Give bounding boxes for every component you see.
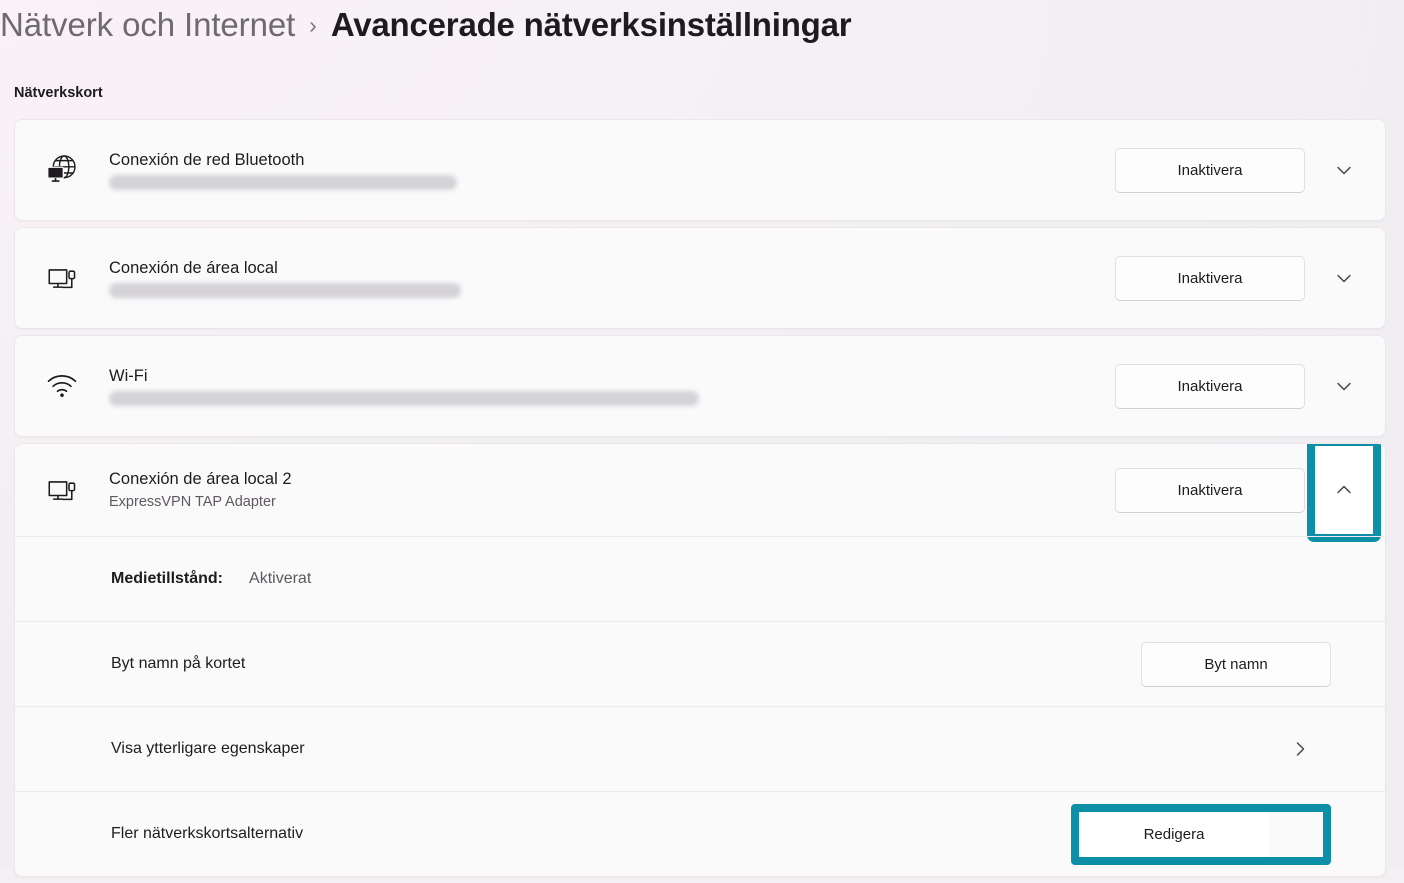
adapter-name: Conexión de área local bbox=[109, 259, 278, 278]
ethernet-icon bbox=[45, 261, 89, 295]
adapter-actions: Inaktivera bbox=[1115, 255, 1385, 301]
ethernet-icon bbox=[45, 473, 89, 507]
adapter-row[interactable]: Conexión de área local 2 ExpressVPN TAP … bbox=[15, 444, 1385, 542]
adapter-actions: Inaktivera bbox=[1115, 363, 1385, 409]
adapter-card-wifi: Wi-Fi Inaktivera bbox=[14, 335, 1386, 437]
adapter-card-bluetooth: Conexión de red Bluetooth Inaktivera bbox=[14, 119, 1386, 221]
adapter-card-local-area-2: Conexión de área local 2 ExpressVPN TAP … bbox=[14, 443, 1386, 877]
adapter-name: Conexión de red Bluetooth bbox=[109, 151, 305, 170]
disable-button[interactable]: Inaktivera bbox=[1115, 255, 1305, 301]
adapter-row[interactable]: Conexión de red Bluetooth Inaktivera bbox=[15, 120, 1385, 220]
adapter-name: Wi-Fi bbox=[109, 367, 148, 386]
rename-label: Byt namn på kortet bbox=[111, 655, 246, 672]
chevron-down-icon[interactable] bbox=[1313, 363, 1375, 409]
more-properties-label: Visa ytterligare egenskaper bbox=[111, 740, 305, 757]
rename-button[interactable]: Byt namn bbox=[1141, 641, 1331, 687]
section-heading-network-adapters: Nätverkskort bbox=[14, 85, 103, 101]
more-options-label: Fler nätverkskortsalternativ bbox=[111, 825, 304, 842]
edit-button-highlight: Redigera bbox=[1071, 803, 1331, 865]
adapter-subtitle-redacted bbox=[109, 174, 457, 190]
detail-row-media-state: Medietillstånd: Aktiverat bbox=[15, 536, 1385, 621]
more-properties-actions bbox=[1269, 739, 1385, 759]
adapter-row[interactable]: Conexión de área local Inaktivera bbox=[15, 228, 1385, 328]
rename-actions: Byt namn bbox=[1141, 641, 1385, 687]
adapter-text: Conexión de red Bluetooth bbox=[89, 150, 1115, 190]
disable-button[interactable]: Inaktivera bbox=[1115, 467, 1305, 513]
adapter-card-list: Conexión de red Bluetooth Inaktivera bbox=[14, 119, 1386, 883]
chevron-up-icon-highlighted[interactable] bbox=[1307, 444, 1381, 542]
disable-button[interactable]: Inaktivera bbox=[1115, 363, 1305, 409]
media-state-value: Aktiverat bbox=[249, 570, 312, 587]
adapter-subtitle-redacted bbox=[109, 390, 699, 406]
chevron-down-icon[interactable] bbox=[1313, 147, 1375, 193]
globe-monitor-icon bbox=[45, 153, 89, 187]
edit-button[interactable]: Redigera bbox=[1079, 811, 1269, 857]
adapter-row[interactable]: Wi-Fi Inaktivera bbox=[15, 336, 1385, 436]
breadcrumb: Nätverk och Internet › Avancerade nätver… bbox=[0, 6, 852, 44]
disable-button[interactable]: Inaktivera bbox=[1115, 147, 1305, 193]
chevron-right-icon[interactable] bbox=[1269, 739, 1331, 759]
adapter-actions: Inaktivera bbox=[1115, 147, 1385, 193]
adapter-text: Conexión de área local bbox=[89, 258, 1115, 298]
media-state-label: Medietillstånd: bbox=[111, 570, 224, 587]
more-options-actions: Redigera bbox=[1071, 803, 1385, 865]
adapter-card-local-area: Conexión de área local Inaktivera bbox=[14, 227, 1386, 329]
adapter-actions: Inaktivera bbox=[1115, 444, 1385, 542]
adapter-name: Conexión de área local 2 bbox=[109, 470, 292, 489]
media-state: Medietillstånd: Aktiverat bbox=[111, 570, 1385, 588]
breadcrumb-parent-link[interactable]: Nätverk och Internet bbox=[0, 6, 296, 43]
adapter-subtitle: ExpressVPN TAP Adapter bbox=[109, 493, 276, 510]
adapter-subtitle-redacted bbox=[109, 282, 461, 298]
chevron-down-icon[interactable] bbox=[1313, 255, 1375, 301]
detail-row-more-properties[interactable]: Visa ytterligare egenskaper bbox=[15, 706, 1385, 791]
detail-row-rename: Byt namn på kortet Byt namn bbox=[15, 621, 1385, 706]
wifi-icon bbox=[45, 371, 89, 401]
adapter-text: Wi-Fi bbox=[89, 366, 1115, 406]
detail-row-more-options: Fler nätverkskortsalternativ Redigera bbox=[15, 791, 1385, 876]
breadcrumb-separator-icon: › bbox=[309, 12, 317, 38]
adapter-text: Conexión de área local 2 ExpressVPN TAP … bbox=[89, 469, 1115, 511]
page-title: Avancerade nätverksinställningar bbox=[330, 6, 852, 43]
